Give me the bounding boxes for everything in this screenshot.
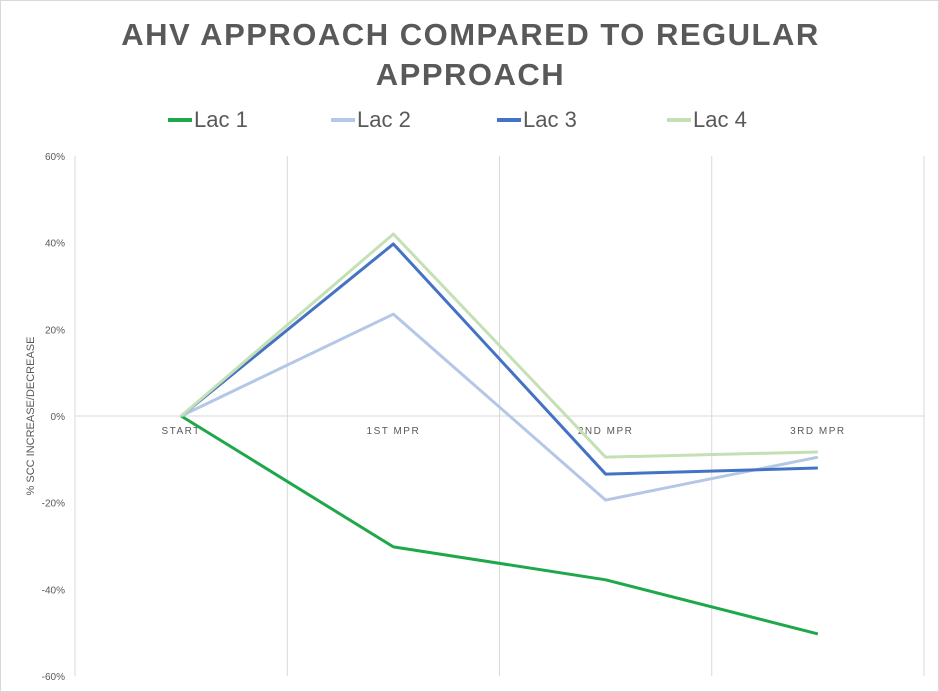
legend-label: Lac 3 [523,107,577,132]
y-axis-label: % SCC INCREASE/DECREASE [25,336,37,496]
legend-swatch [168,118,192,122]
legend-label: Lac 2 [357,107,411,132]
y-tick-label: 40% [45,239,65,250]
legend-item-lac-4: Lac 4 [667,107,747,133]
y-tick-label: -60% [42,672,65,683]
y-tick-label: -40% [42,585,65,596]
legend-swatch [667,118,691,122]
chart-title-line-2: APPROACH [375,57,566,92]
chart-title: AHV APPROACH COMPARED TO REGULAR APPROAC… [1,15,938,95]
y-tick-label: 60% [45,152,65,163]
series-line-lac-3 [180,242,818,476]
legend-label: Lac 1 [194,107,248,132]
y-tick-label: -20% [42,499,65,510]
legend-item-lac-2: Lac 2 [331,107,411,133]
legend-swatch [331,118,355,122]
x-tick-label: 1ST MPR [367,426,421,437]
x-tick-label: 2ND MPR [578,426,634,437]
x-tick-label: 3RD MPR [790,426,846,437]
legend: Lac 1 Lac 2 Lac 3 Lac 4 [1,107,938,137]
y-tick-label: 20% [45,325,65,336]
series-line-lac-4 [180,232,818,459]
y-tick-label: 0% [51,412,66,423]
x-tick-label: START [161,426,200,437]
legend-swatch [497,118,521,122]
legend-label: Lac 4 [693,107,747,132]
series-line-lac-2 [180,312,819,502]
series-line-lac-1 [180,414,819,636]
chart-title-line-1: AHV APPROACH COMPARED TO REGULAR [121,17,820,52]
legend-item-lac-3: Lac 3 [497,107,577,133]
legend-item-lac-1: Lac 1 [168,107,248,133]
